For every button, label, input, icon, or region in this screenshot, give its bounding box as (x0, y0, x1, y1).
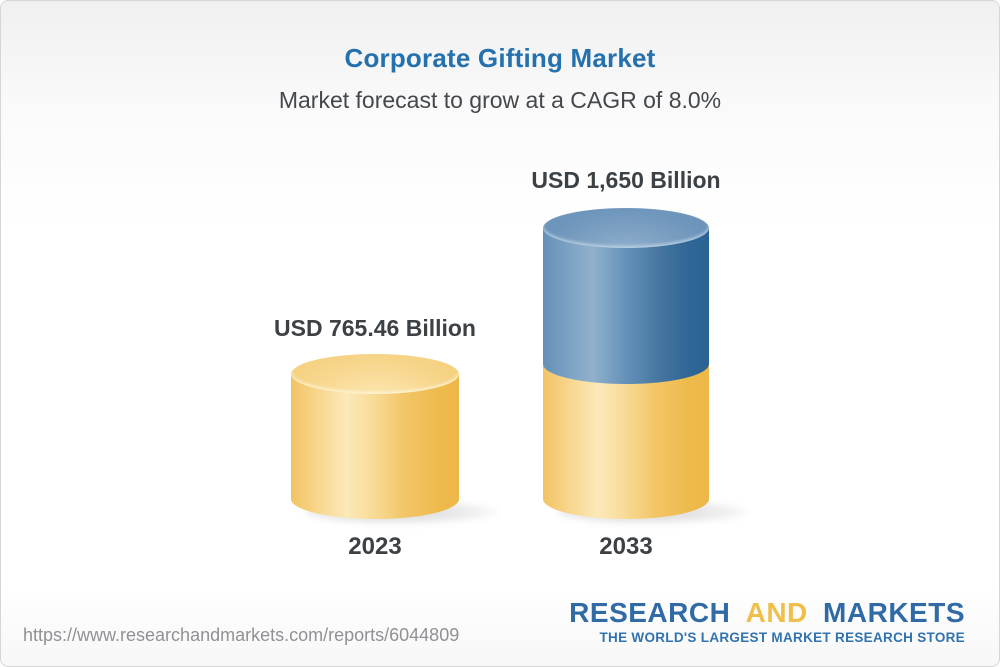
bar-2023-body (291, 374, 459, 519)
x-axis-label-2023: 2023 (348, 533, 402, 560)
bar-2033-base-segment (543, 364, 709, 519)
bar-2023-top-face (291, 354, 459, 394)
value-label-2033: USD 1,650 Billion (531, 167, 721, 193)
logo-wordmark: RESEARCH AND MARKETS (569, 599, 965, 627)
logo-word-markets: MARKETS (823, 597, 965, 628)
report-url: https://www.researchandmarkets.com/repor… (23, 625, 460, 645)
value-label-2023: USD 765.46 Billion (274, 315, 476, 341)
logo-word-and: AND (745, 597, 808, 628)
logo-tagline: THE WORLD'S LARGEST MARKET RESEARCH STOR… (599, 630, 965, 645)
logo-word-research: RESEARCH (569, 597, 731, 628)
bar-2033-growth-segment (543, 228, 709, 384)
bar-2033-top-face (543, 208, 709, 248)
bar-2033-cylinder (543, 208, 748, 525)
bar-2023-cylinder (291, 354, 499, 525)
page-title: Corporate Gifting Market (344, 43, 656, 73)
x-axis-label-2033: 2033 (599, 533, 653, 560)
research-and-markets-logo: RESEARCH AND MARKETS THE WORLD'S LARGEST… (569, 599, 965, 646)
page-subtitle: Market forecast to grow at a CAGR of 8.0… (278, 87, 722, 113)
